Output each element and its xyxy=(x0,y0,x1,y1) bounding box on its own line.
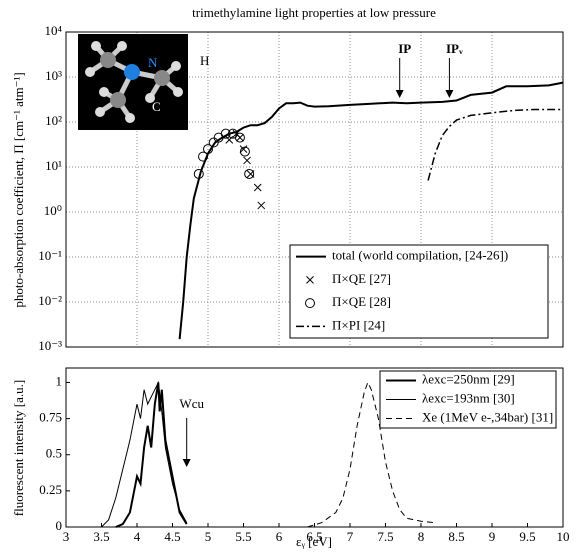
legend-label: Π×QE [28] xyxy=(332,294,391,309)
data-point xyxy=(239,146,250,157)
x-tick-label: 8.5 xyxy=(448,529,464,544)
y-tick-label: 10³ xyxy=(45,68,62,83)
y-tick-label: 0.25 xyxy=(39,482,62,497)
legend-marker xyxy=(306,276,314,284)
y-tick-label: 10⁻³ xyxy=(38,338,62,353)
x-tick-label: 7.5 xyxy=(377,529,393,544)
data-point xyxy=(243,156,251,165)
data-point xyxy=(253,183,262,192)
data-point xyxy=(236,133,244,142)
x-tick-label: 4.5 xyxy=(164,529,180,544)
legend-box xyxy=(289,244,549,339)
data-point xyxy=(234,132,245,143)
x-tick-label: 9 xyxy=(489,529,496,544)
x-tick-label: 3.5 xyxy=(93,529,109,544)
data-point xyxy=(244,168,255,179)
legend-label: Π×PI [24] xyxy=(332,317,385,332)
annotation-arrowhead xyxy=(445,90,454,98)
legend-label: λexc=193nm [30] xyxy=(422,390,515,405)
legend-label: Xe (1MeV e-,34bar) [31] xyxy=(422,409,553,424)
y-tick-label: 10¹ xyxy=(45,158,62,173)
annotation-arrowhead xyxy=(395,90,404,98)
data-line xyxy=(427,108,563,181)
y-tick-label: 10⁰ xyxy=(44,203,62,218)
nitrogen-atom xyxy=(124,64,140,80)
x-tick-label: 6 xyxy=(276,529,283,544)
y-tick-label: 0 xyxy=(56,518,63,533)
hydrogen-atoms xyxy=(85,41,183,123)
legend-label: λexc=250nm [29] xyxy=(422,371,515,386)
y-tick-label: 0.5 xyxy=(46,446,62,461)
x-axis-label: εᵧ [eV] xyxy=(296,534,332,550)
inset-label: C xyxy=(152,99,161,114)
y-axis-label: photo-absorption coefficient, Π [cm⁻¹ at… xyxy=(11,72,26,307)
legend-label: Π×QE [27] xyxy=(332,271,391,286)
data-point xyxy=(257,201,266,210)
data-point xyxy=(193,168,204,179)
data-point xyxy=(198,151,209,162)
y-axis-label: fluorescent intensity [a.u.] xyxy=(11,380,26,516)
data-point xyxy=(220,128,231,139)
plot-frame xyxy=(65,31,564,348)
annotation-arrowhead xyxy=(182,459,191,467)
data-line xyxy=(178,81,564,340)
legend-marker xyxy=(305,298,315,309)
x-tick-label: 6.5 xyxy=(306,529,322,544)
x-tick-label: 10 xyxy=(557,529,570,544)
y-tick-label: 10⁻¹ xyxy=(38,248,62,263)
carbon-atoms xyxy=(100,52,170,108)
x-tick-label: 8 xyxy=(418,529,425,544)
data-line xyxy=(307,381,436,528)
data-point xyxy=(203,144,213,155)
annotation-label: IPᵥ xyxy=(446,41,463,56)
y-tick-label: 0.75 xyxy=(39,410,62,425)
data-line xyxy=(101,380,188,528)
molecule-inset: N H C xyxy=(78,34,209,130)
y-tick-label: 1 xyxy=(56,373,63,388)
plot-frame xyxy=(65,367,564,528)
x-tick-label: 5 xyxy=(205,529,212,544)
inset-label: N xyxy=(148,55,158,70)
x-tick-label: 5.5 xyxy=(235,529,251,544)
x-tick-label: 4 xyxy=(134,529,141,544)
x-tick-label: 3 xyxy=(63,529,70,544)
annotation-label: Wcu xyxy=(179,396,204,411)
y-tick-label: 10⁻² xyxy=(38,293,62,308)
data-line xyxy=(115,382,188,528)
y-tick-label: 10² xyxy=(45,113,62,128)
x-tick-label: 7 xyxy=(347,529,354,544)
legend-label: total (world compilation, [24-26]) xyxy=(332,248,508,263)
inset-label: H xyxy=(200,53,209,68)
annotation-label: IP xyxy=(398,41,411,56)
y-tick-label: 10⁴ xyxy=(44,23,62,38)
chart-title: trimethylamine light properties at low p… xyxy=(192,5,436,20)
x-tick-label: 9.5 xyxy=(519,529,535,544)
